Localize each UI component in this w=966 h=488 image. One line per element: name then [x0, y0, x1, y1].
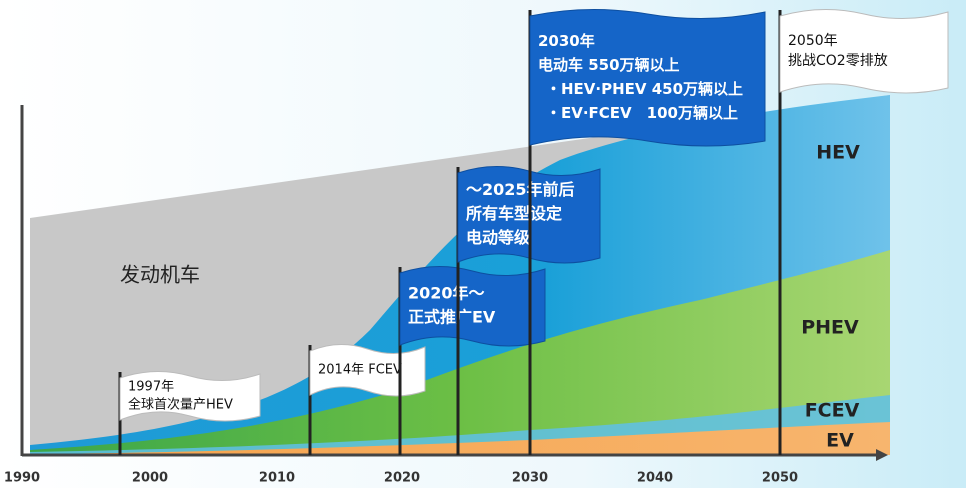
flag [399, 265, 546, 347]
x-tick-label: 2050 [762, 471, 798, 486]
x-tick-label: 2040 [637, 471, 673, 486]
flag-text: 2014年 FCEV [318, 363, 402, 378]
flag-text: 电动车 550万辆以上 [538, 56, 680, 74]
flag-text: ・EV·FCEV 100万辆以上 [546, 104, 738, 122]
flag-text: 全球首次量产HEV [128, 397, 233, 413]
flag-text: 所有车型设定 [466, 204, 562, 223]
area-label: HEV [816, 142, 860, 164]
area-label: EV [826, 430, 854, 452]
x-tick-label: 2020 [384, 471, 420, 486]
area-label: PHEV [801, 317, 859, 339]
flag-text: ・HEV·PHEV 450万辆以上 [546, 80, 743, 98]
axis-arrow [876, 449, 888, 461]
phev-area [30, 250, 890, 455]
flag-text: 1997年 [128, 380, 174, 395]
flag [529, 8, 766, 147]
flag-text: 2030年 [538, 32, 595, 50]
area-label: 发动机车 [120, 263, 200, 287]
x-tick-label: 1990 [4, 471, 40, 486]
flag [309, 344, 426, 397]
ev-area [30, 422, 890, 455]
x-tick-label: 2030 [512, 471, 548, 486]
flag-text: ～2025年前后 [466, 180, 575, 199]
flag-text: 2020年～ [408, 284, 485, 303]
area-label: FCEV [805, 400, 860, 422]
flag-text: 2050年 [788, 33, 838, 49]
flag-text: 电动等级 [466, 228, 531, 247]
flag-text: 正式推广EV [408, 308, 496, 327]
x-tick-label: 2010 [259, 471, 295, 486]
x-tick-label: 2000 [132, 471, 168, 486]
flag [119, 370, 261, 422]
flag-text: 挑战CO2零排放 [788, 53, 888, 69]
flag [779, 9, 949, 94]
